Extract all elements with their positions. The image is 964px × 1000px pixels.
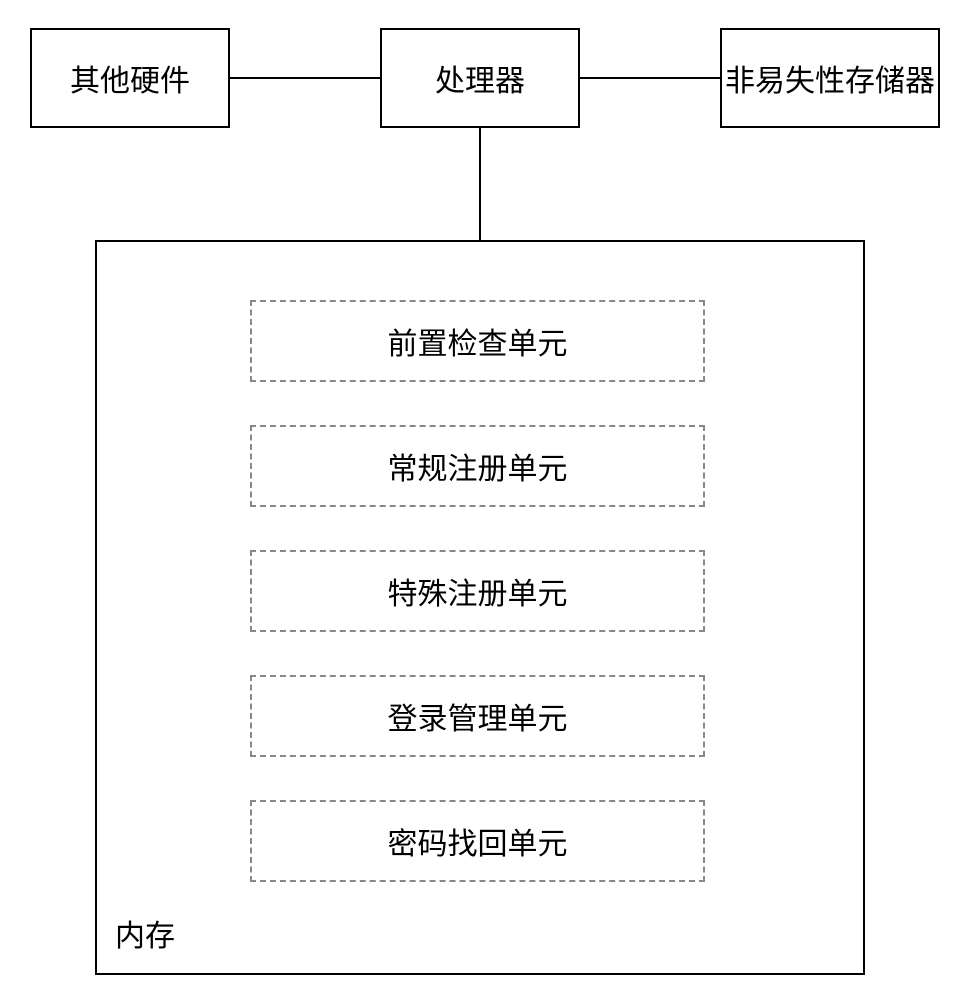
nvram-box: 非易失性存储器 bbox=[720, 28, 940, 128]
connector-proc-memory bbox=[479, 128, 481, 240]
password-recover-label: 密码找回单元 bbox=[388, 819, 568, 863]
nvram-label: 非易失性存储器 bbox=[725, 56, 935, 100]
special-register-unit: 特殊注册单元 bbox=[250, 550, 705, 632]
precheck-label: 前置检查单元 bbox=[388, 319, 568, 363]
connector-hw-proc bbox=[230, 77, 380, 79]
processor-box: 处理器 bbox=[380, 28, 580, 128]
hardware-label: 其他硬件 bbox=[70, 56, 190, 100]
login-manage-unit: 登录管理单元 bbox=[250, 675, 705, 757]
connector-proc-nvram bbox=[580, 77, 720, 79]
hardware-box: 其他硬件 bbox=[30, 28, 230, 128]
login-manage-label: 登录管理单元 bbox=[388, 694, 568, 738]
normal-register-unit: 常规注册单元 bbox=[250, 425, 705, 507]
precheck-unit: 前置检查单元 bbox=[250, 300, 705, 382]
special-register-label: 特殊注册单元 bbox=[388, 569, 568, 613]
memory-label: 内存 bbox=[115, 911, 175, 955]
password-recover-unit: 密码找回单元 bbox=[250, 800, 705, 882]
processor-label: 处理器 bbox=[435, 56, 525, 100]
normal-register-label: 常规注册单元 bbox=[388, 444, 568, 488]
